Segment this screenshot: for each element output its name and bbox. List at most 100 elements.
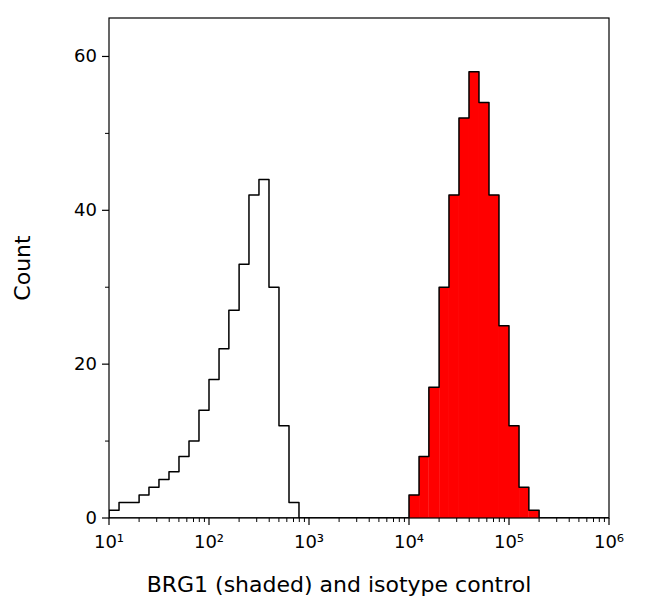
x-tick [108,518,109,525]
histogram-bar [179,456,189,518]
x-minor-tick [399,518,400,522]
x-minor-tick [439,518,440,522]
x-minor-tick [586,518,587,522]
histogram-bar [239,264,249,518]
x-minor-tick [369,518,370,522]
histogram-bar [259,180,269,518]
histogram-bar [469,72,479,518]
histogram-bar [169,472,179,518]
x-axis-label: BRG1 (shaded) and isotype control [147,572,532,597]
histogram-bar [149,487,159,518]
x-minor-tick [256,518,257,522]
x-minor-tick [386,518,387,522]
x-tick [508,518,509,525]
y-tick-label: 60 [74,45,97,66]
x-tick [208,518,209,525]
histogram-bar [279,426,289,518]
y-minor-tick [105,441,109,442]
histogram-bar [479,103,489,518]
x-tick-label: 10⁶ [594,531,624,552]
histogram-bar [519,487,529,518]
x-minor-tick [393,518,394,522]
histogram-bar [509,426,519,518]
y-tick-label: 0 [86,507,97,528]
x-minor-tick [178,518,179,522]
y-tick [102,517,109,518]
histogram-line [109,180,609,518]
x-minor-tick [604,518,605,522]
x-tick-label: 10² [194,531,224,552]
y-tick [102,210,109,211]
x-minor-tick [378,518,379,522]
y-minor-tick [105,133,109,134]
y-tick-label: 40 [74,199,97,220]
x-minor-tick [293,518,294,522]
histogram-bar [219,349,229,518]
x-minor-tick [278,518,279,522]
histogram-bar [229,310,239,518]
histogram-bar [429,387,439,518]
x-minor-tick [339,518,340,522]
x-minor-tick [304,518,305,522]
histogram-bar [529,510,539,518]
x-tick-label: 10³ [294,531,324,552]
plot-area [109,72,609,518]
histogram-bar [439,287,449,518]
y-axis-label: Count [10,235,35,301]
x-minor-tick [504,518,505,522]
x-tick [308,518,309,525]
y-tick [102,364,109,365]
series-0 [109,180,609,518]
plot-frame [109,18,609,518]
histogram-bar [289,503,299,518]
histogram-bar [489,195,499,518]
x-minor-tick [356,518,357,522]
x-tick-label: 10⁴ [394,531,424,552]
x-minor-tick [486,518,487,522]
y-tick [102,56,109,57]
histogram-bar [419,456,429,518]
x-minor-tick [493,518,494,522]
x-minor-tick [239,518,240,522]
x-tick [608,518,609,525]
x-minor-tick [456,518,457,522]
x-minor-tick [199,518,200,522]
x-minor-tick [139,518,140,522]
x-tick-label: 10¹ [94,531,124,552]
x-minor-tick [299,518,300,522]
x-minor-tick [539,518,540,522]
x-tick-label: 10⁵ [494,531,524,552]
histogram-bar [119,503,129,518]
x-minor-tick [599,518,600,522]
x-minor-tick [169,518,170,522]
x-minor-tick [193,518,194,522]
histogram-bar [199,410,209,518]
x-minor-tick [593,518,594,522]
histogram-bar [459,118,469,518]
x-minor-tick [569,518,570,522]
histogram-outline [109,72,609,518]
x-minor-tick [499,518,500,522]
x-minor-tick [204,518,205,522]
histogram-bar [249,195,259,518]
chart: 0 20 40 60 10¹ 10² 10³ 10⁴ 10⁵ 10⁶ BRG1 (shaded) a… [0,0,650,610]
x-minor-tick [469,518,470,522]
x-minor-tick [156,518,157,522]
x-minor-tick [286,518,287,522]
histogram-bar [139,495,149,518]
histogram-bar [189,441,199,518]
x-minor-tick [478,518,479,522]
y-tick-label: 20 [74,353,97,374]
histogram-bar [129,503,139,518]
x-minor-tick [186,518,187,522]
histogram-bar [209,380,219,518]
histogram-bar [269,287,279,518]
x-tick [408,518,409,525]
histogram-bar [409,495,419,518]
series-1 [109,72,609,518]
x-minor-tick [578,518,579,522]
x-minor-tick [556,518,557,522]
histogram-bar [449,195,459,518]
histogram-bar [499,326,509,518]
y-minor-tick [105,287,109,288]
